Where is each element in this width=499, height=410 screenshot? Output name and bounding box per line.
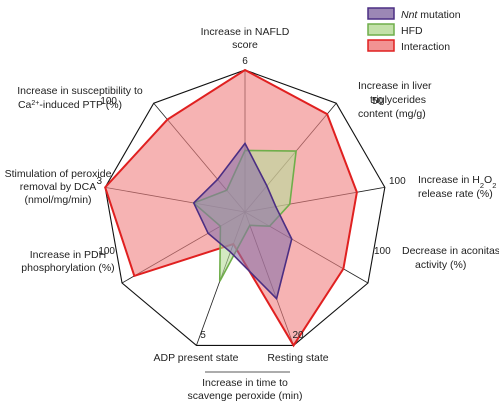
axis-label-triglycerides-line2: triglycerides xyxy=(370,94,426,106)
tick-label-axis-5: 20 xyxy=(292,330,304,341)
radar-series xyxy=(104,68,358,348)
axis-label-nafld-line1: Increase in NAFLD xyxy=(201,26,290,38)
axis-label-aconitase-line1: Decrease in aconitase xyxy=(402,245,499,257)
legend-label-interaction: Interaction xyxy=(401,41,450,53)
axis-label-triglycerides-line1: Increase in liver xyxy=(358,80,432,92)
axis-label-h2o2-line2: release rate (%) xyxy=(418,188,493,200)
axis-label-ptp-line1: Increase in susceptibility to xyxy=(17,85,143,97)
tick-label-axis-8: 3 xyxy=(96,176,102,187)
tick-label-axis-6: 5 xyxy=(200,330,206,341)
tick-label-axis-4: 100 xyxy=(374,246,391,257)
axis-label-aconitase-line2: activity (%) xyxy=(415,259,466,271)
radar-labels: 6 50 100 100 20 5 100 3 100 Increase in NAFLDscor… xyxy=(5,26,499,402)
axis-label-peroxide-line3: (nmol/mg/min) xyxy=(24,194,91,206)
axis-label-nafld-line2: score xyxy=(232,39,258,51)
legend-swatch-nnt-mutation xyxy=(367,7,395,20)
tick-label-axis-2: 50 xyxy=(372,96,384,107)
chart-legend: Nnt mutation HFD Interaction xyxy=(367,7,461,53)
axis-label-pdh-line2: phosphorylation (%) xyxy=(21,262,114,274)
axis-label-adp-present-state: ADP present state xyxy=(153,352,238,364)
legend-label-hfd: HFD xyxy=(401,25,423,37)
tick-label-axis-7: 100 xyxy=(98,246,115,257)
axis-label-peroxide-line1: Stimulation of peroxide xyxy=(5,168,112,180)
group-label-line2: scavenge peroxide (min) xyxy=(188,390,303,402)
axis-label-resting-state: Resting state xyxy=(267,352,328,364)
axis-label-ptp-line2: Ca2+-induced PTP (%) xyxy=(18,99,122,111)
legend-label-nnt-mutation: Nnt mutation xyxy=(401,9,461,21)
series-nnt-mutation xyxy=(192,141,293,301)
axis-label-triglycerides-line3: content (mg/g) xyxy=(358,108,426,120)
tick-label-axis-1: 6 xyxy=(242,56,248,67)
axis-label-h2o2-line1: Increase in H2O2 xyxy=(418,174,496,190)
tick-label-axis-9: 100 xyxy=(100,96,117,107)
axis-label-peroxide-line2: removal by DCA xyxy=(20,181,96,193)
tick-label-axis-3: 100 xyxy=(389,176,406,187)
group-label-line1: Increase in time to xyxy=(202,377,288,389)
legend-swatch-interaction xyxy=(367,39,395,52)
grid-outline xyxy=(104,69,386,346)
legend-swatch-hfd xyxy=(367,23,395,36)
axis-label-pdh-line1: Increase in PDH xyxy=(30,249,106,261)
